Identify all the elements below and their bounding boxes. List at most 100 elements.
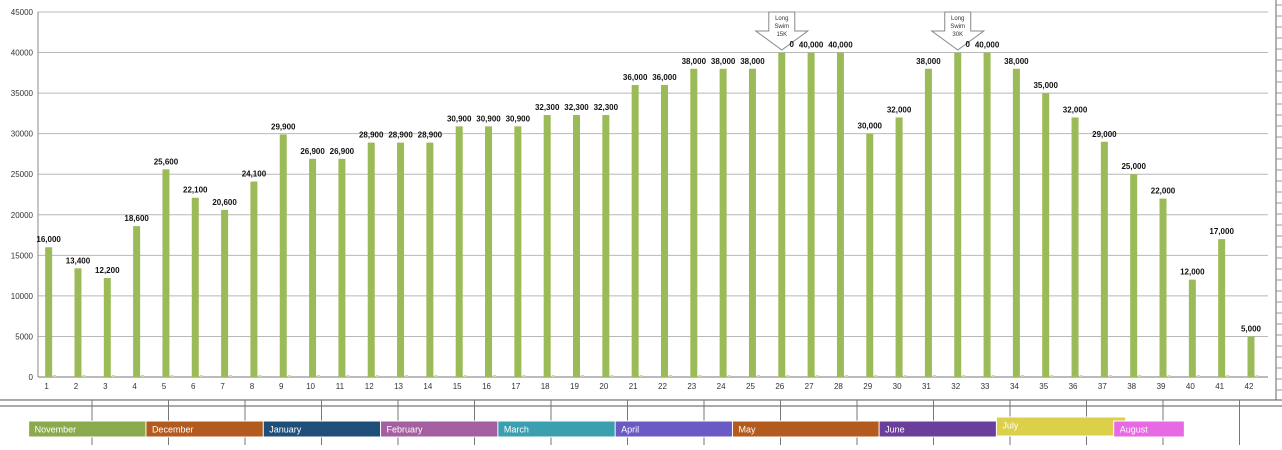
- x-tick-label: 29: [863, 382, 872, 391]
- bar-week-27: [807, 52, 815, 378]
- bar-week-11: [338, 158, 346, 377]
- bar-week-28: [836, 52, 844, 378]
- bar-base-week-16: [493, 375, 497, 377]
- x-tick-label: 35: [1039, 382, 1048, 391]
- x-tick-label: 11: [336, 382, 345, 391]
- bar-base-week-10: [317, 375, 321, 377]
- data-label-week-10: 26,900: [300, 147, 325, 156]
- y-tick-label: 25000: [11, 170, 34, 179]
- bar-week-40: [1188, 279, 1196, 377]
- y-tick-label: 35000: [11, 89, 34, 98]
- data-label-week-3: 12,200: [95, 266, 120, 275]
- month-label-november: November: [35, 425, 77, 435]
- bar-base-week-12: [375, 375, 379, 377]
- data-label-week-29: 30,000: [858, 122, 883, 131]
- bar-week-3: [103, 278, 111, 377]
- x-tick-label: 12: [365, 382, 374, 391]
- bar-week-18: [543, 115, 551, 377]
- data-label-week-5: 25,600: [154, 157, 179, 166]
- data-label-week-6: 22,100: [183, 186, 208, 195]
- bar-base-week-23: [698, 375, 702, 377]
- bar-base-week-15: [463, 375, 467, 377]
- bar-base-week-37: [1108, 375, 1112, 377]
- data-label-week-24: 38,000: [711, 57, 736, 66]
- x-tick-label: 32: [951, 382, 960, 391]
- data-label-week-28: 40,000: [828, 41, 853, 50]
- bar-week-23: [690, 68, 698, 378]
- y-tick-label: 5000: [15, 332, 33, 341]
- x-tick-label: 24: [717, 382, 726, 391]
- data-label-week-40: 12,000: [1180, 268, 1205, 277]
- data-label-week-12: 28,900: [359, 131, 384, 140]
- bar-base-week-5: [170, 375, 174, 377]
- data-label-week-38: 25,000: [1121, 162, 1146, 171]
- bar-week-21: [631, 85, 639, 377]
- data-label-week-25: 38,000: [740, 57, 765, 66]
- data-label-layer: 16,000 13,400 12,200 18,600 25,600 22,100 20,6…: [36, 41, 1261, 334]
- data-label-week-15: 30,900: [447, 114, 472, 123]
- x-tick-label: 6: [191, 382, 196, 391]
- x-tick-label: 41: [1215, 382, 1224, 391]
- bar-week-1: [45, 247, 53, 377]
- callout-text: Long: [775, 16, 788, 22]
- x-tick-label: 10: [306, 382, 315, 391]
- bar-base-week-32: [962, 375, 966, 377]
- bar-base-week-35: [1050, 375, 1054, 377]
- bar-base-week-38: [1138, 375, 1142, 377]
- bar-week-32: [954, 52, 962, 378]
- data-label-week-11: 26,900: [330, 147, 355, 156]
- x-tick-label: 9: [279, 382, 284, 391]
- bar-week-34: [1012, 68, 1020, 378]
- bar-week-16: [485, 126, 493, 377]
- bar-base-week-34: [1020, 375, 1024, 377]
- grid-layer: [38, 11, 1268, 378]
- bar-week-37: [1100, 141, 1108, 377]
- axis-layer: 0 5000 10000 15000 20000 25000 30000 35000 40000…: [11, 0, 1282, 400]
- x-tick-label: 8: [250, 382, 255, 391]
- x-tick-label: 18: [541, 382, 550, 391]
- bar-base-week-14: [434, 375, 438, 377]
- x-tick-label: 14: [423, 382, 432, 391]
- bar-base-week-3: [111, 375, 115, 377]
- x-tick-label: 17: [511, 382, 520, 391]
- month-label-july: July: [1002, 421, 1019, 431]
- x-tick-label: 13: [394, 382, 403, 391]
- bar-week-6: [191, 197, 199, 377]
- x-tick-label: 31: [922, 382, 931, 391]
- callout-text: 30K: [952, 32, 963, 38]
- bar-base-week-33: [991, 375, 995, 377]
- x-tick-label: 3: [103, 382, 108, 391]
- callout-fragment-label: 0: [966, 40, 971, 49]
- bar-week-24: [719, 68, 727, 378]
- data-label-week-17: 30,900: [506, 114, 531, 123]
- bar-base-week-7: [229, 375, 233, 377]
- bar-week-31: [924, 68, 932, 378]
- bar-base-week-31: [932, 375, 936, 377]
- callout-arrow-week-32: [930, 11, 986, 51]
- bar-base-week-20: [610, 375, 614, 377]
- month-label-january: January: [269, 425, 302, 435]
- bar-week-41: [1218, 239, 1226, 377]
- bar-base-week-28: [844, 375, 848, 377]
- x-tick-label: 42: [1245, 382, 1254, 391]
- bar-base-week-19: [581, 375, 585, 377]
- bar-week-9: [279, 134, 287, 377]
- x-tick-label: 20: [599, 382, 608, 391]
- bar-week-19: [573, 115, 581, 377]
- x-tick-label: 38: [1127, 382, 1136, 391]
- data-label-week-33: 40,000: [975, 41, 1000, 50]
- bar-base-week-8: [258, 375, 262, 377]
- y-tick-label: 40000: [11, 49, 34, 58]
- bar-base-week-6: [199, 375, 203, 377]
- bar-week-12: [367, 142, 375, 377]
- bar-base-week-17: [522, 375, 526, 377]
- bar-week-36: [1071, 117, 1079, 377]
- data-label-week-35: 35,000: [1033, 81, 1058, 90]
- callout-arrow-week-26: [754, 11, 810, 51]
- data-label-week-7: 20,600: [212, 198, 237, 207]
- bar-week-33: [983, 52, 991, 378]
- data-label-week-8: 24,100: [242, 170, 267, 179]
- x-tick-label: 22: [658, 382, 667, 391]
- data-label-week-27: 40,000: [799, 41, 824, 50]
- y-tick-label: 10000: [11, 292, 34, 301]
